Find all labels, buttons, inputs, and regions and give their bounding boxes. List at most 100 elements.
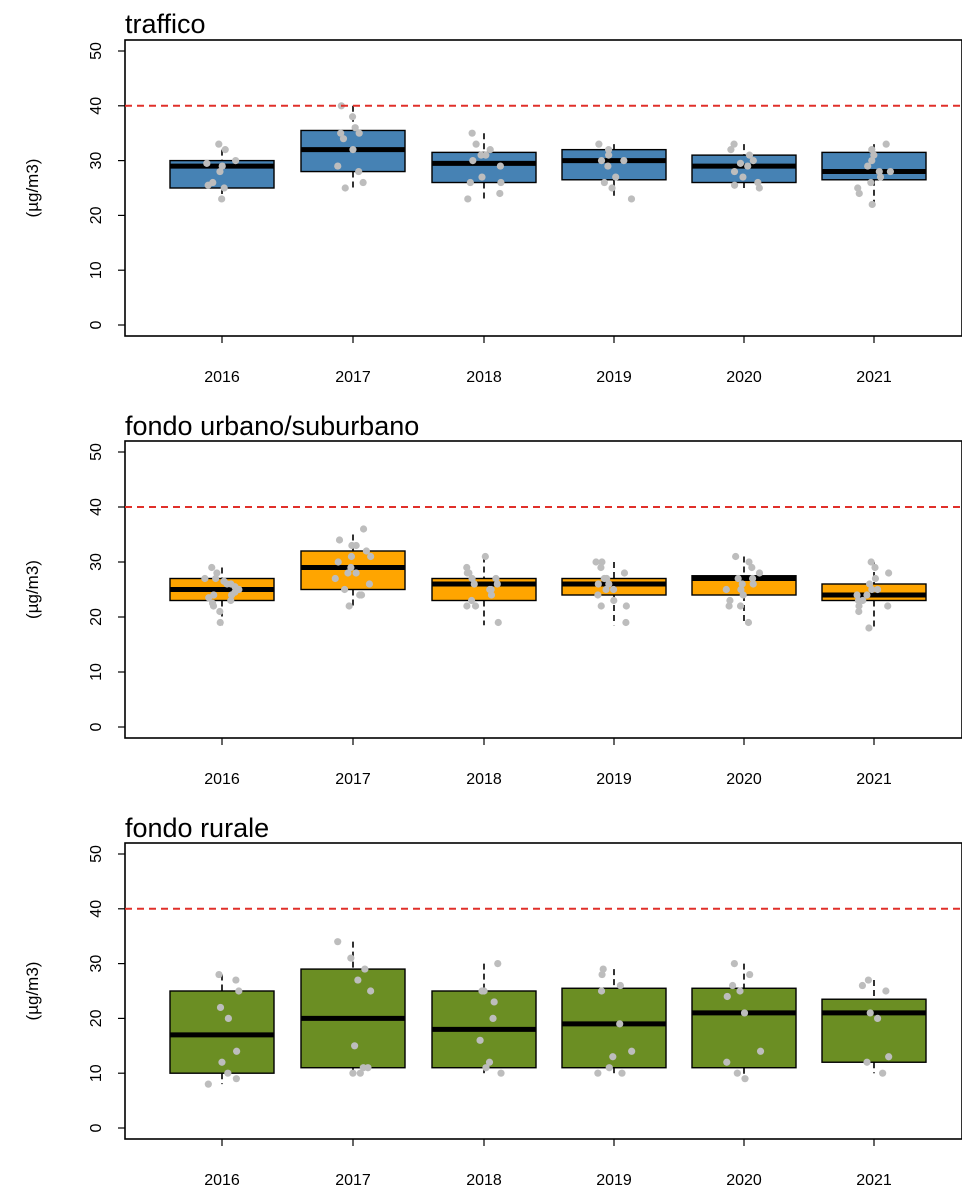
- data-point: [344, 569, 352, 577]
- data-point: [868, 146, 876, 154]
- y-tick-label: 30: [88, 553, 105, 571]
- data-point: [602, 585, 610, 594]
- data-point: [627, 195, 636, 203]
- data-point: [367, 987, 375, 995]
- x-tick-label: 2019: [596, 771, 632, 788]
- data-point: [622, 618, 630, 627]
- data-point: [497, 1069, 505, 1077]
- y-tick-label: 40: [88, 498, 105, 516]
- data-point: [874, 585, 882, 594]
- data-point: [463, 602, 471, 610]
- data-point: [864, 162, 872, 170]
- data-point: [467, 596, 476, 605]
- data-point: [597, 602, 605, 610]
- data-point: [210, 591, 218, 599]
- data-point: [347, 954, 355, 962]
- y-tick-label: 20: [88, 1009, 105, 1027]
- data-point: [359, 525, 368, 533]
- chart-title: traffico: [125, 9, 206, 39]
- data-point: [594, 580, 602, 588]
- data-point: [871, 563, 879, 572]
- data-point: [603, 574, 611, 583]
- data-point: [604, 162, 612, 170]
- data-point: [605, 580, 613, 588]
- data-point: [879, 1069, 887, 1077]
- x-tick-label: 2017: [335, 369, 371, 386]
- data-point: [361, 965, 369, 973]
- data-point: [610, 596, 618, 605]
- y-tick-label: 0: [88, 1123, 105, 1132]
- chart-panel-3: fondo rurale 0 10 20 30 40 50 (µg/m3) 2016 2017 20…: [23, 813, 962, 1189]
- data-point: [463, 563, 471, 572]
- data-point: [220, 577, 228, 585]
- data-point: [486, 585, 494, 594]
- data-point: [216, 607, 224, 616]
- data-point: [221, 146, 229, 154]
- data-point: [213, 569, 221, 577]
- data-point: [496, 162, 505, 170]
- data-point: [605, 151, 613, 159]
- data-point: [232, 157, 240, 165]
- data-point: [748, 563, 756, 572]
- data-point: [734, 574, 742, 583]
- data-point: [598, 970, 606, 979]
- data-point: [620, 569, 629, 577]
- data-point: [478, 173, 486, 181]
- y-tick-label: 30: [88, 152, 105, 170]
- data-point: [466, 178, 474, 187]
- x-tick-label: 2018: [466, 369, 502, 386]
- data-point: [855, 607, 863, 616]
- data-point: [745, 151, 754, 159]
- data-point: [854, 184, 862, 192]
- data-point: [339, 135, 348, 143]
- data-point: [755, 184, 763, 192]
- data-point: [608, 184, 616, 192]
- data-point: [729, 981, 737, 990]
- data-point: [865, 624, 873, 632]
- y-tick-label: 0: [88, 722, 105, 731]
- y-tick-label: 50: [88, 845, 105, 863]
- data-point: [347, 563, 355, 572]
- box-2020: [691, 987, 797, 1069]
- data-point: [885, 569, 893, 577]
- chart-panel-2: fondo urbano/suburbano 0 10 20 30 40 50 (µg/m3)…: [23, 411, 962, 788]
- data-point: [351, 124, 359, 132]
- y-tick-label: 40: [88, 900, 105, 918]
- x-tick-label: 2016: [204, 369, 240, 386]
- data-point: [754, 178, 762, 187]
- data-point: [494, 618, 502, 627]
- data-point: [618, 1069, 626, 1077]
- data-point: [722, 585, 730, 594]
- data-point: [870, 151, 878, 159]
- data-point: [730, 140, 738, 148]
- data-point: [352, 569, 360, 577]
- data-point: [232, 976, 240, 984]
- y-axis-label: (µg/m3): [23, 159, 42, 218]
- data-point: [216, 618, 224, 627]
- data-point: [609, 1053, 617, 1061]
- x-tick-label: 2020: [726, 771, 762, 788]
- data-point: [594, 1069, 602, 1077]
- x-tick-label: 2021: [856, 369, 892, 386]
- data-point: [470, 580, 478, 588]
- data-point: [478, 987, 486, 995]
- data-point: [597, 563, 605, 572]
- y-tick-label: 10: [88, 1064, 105, 1082]
- data-point: [471, 602, 480, 610]
- y-tick-label: 50: [88, 42, 105, 60]
- data-point: [749, 157, 757, 165]
- y-tick-label: 50: [88, 443, 105, 461]
- data-point: [875, 167, 883, 176]
- data-point: [736, 159, 745, 167]
- data-point: [233, 1047, 241, 1055]
- data-point: [349, 1069, 357, 1077]
- data-point: [882, 987, 890, 995]
- data-point: [876, 173, 885, 181]
- data-point: [745, 558, 753, 566]
- x-tick-label: 2020: [726, 369, 762, 386]
- data-point: [594, 591, 602, 599]
- data-point: [341, 585, 349, 594]
- data-point: [331, 574, 339, 583]
- data-point: [356, 1069, 364, 1077]
- data-point: [497, 178, 505, 187]
